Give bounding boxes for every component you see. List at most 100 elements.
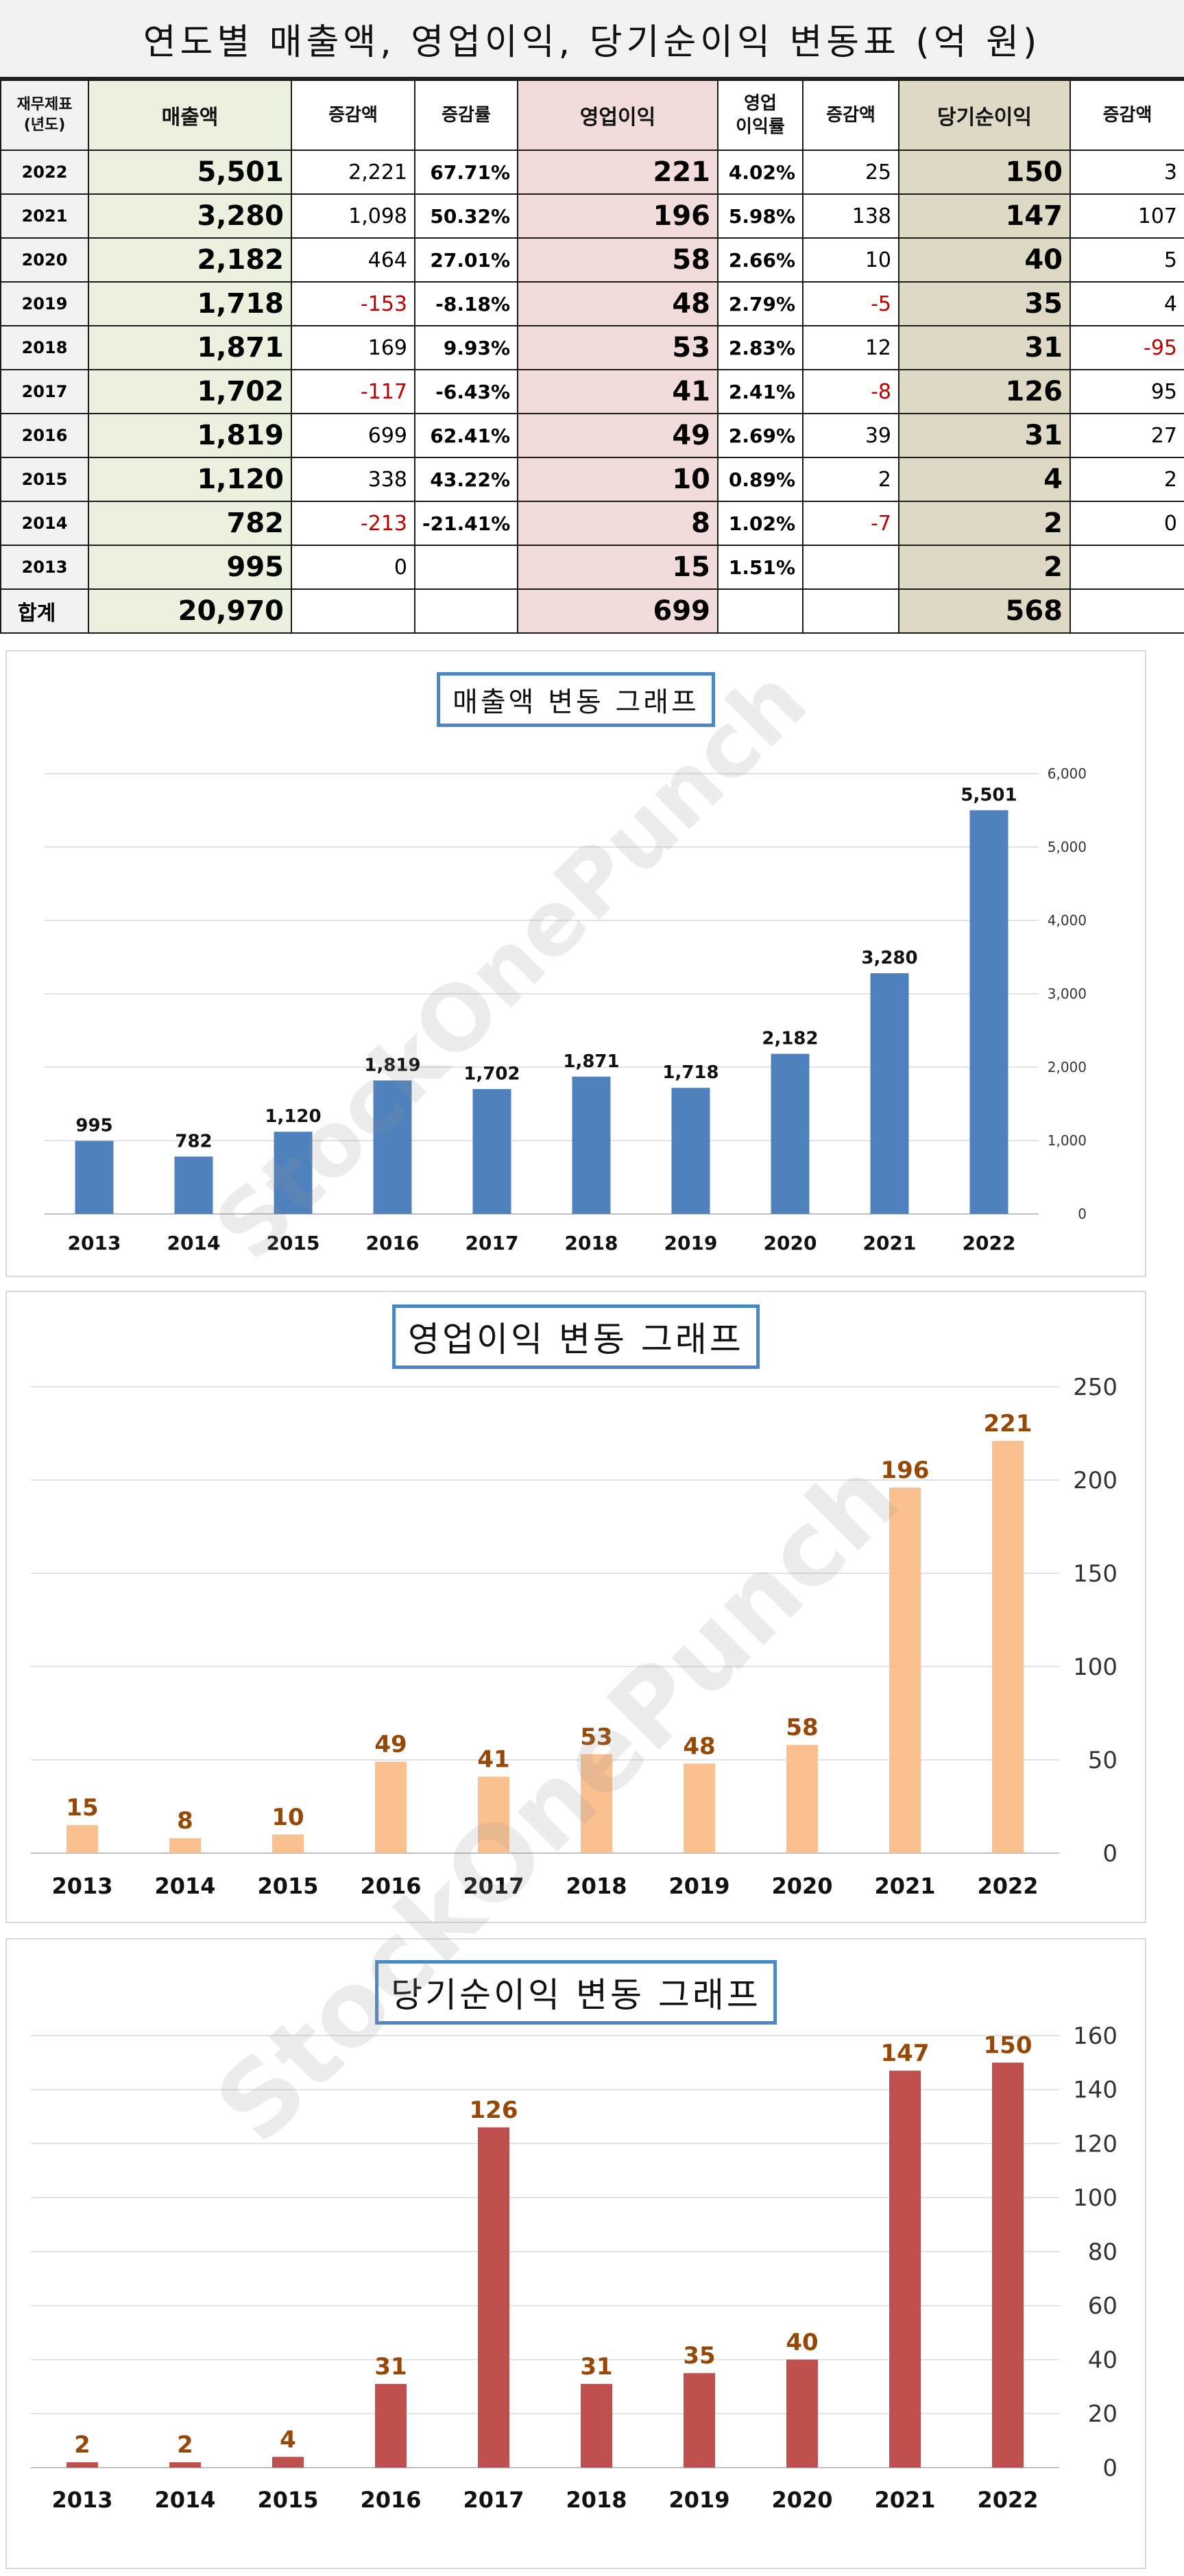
revenue-chart-title: 매출액 변동 그래프 [437, 672, 715, 727]
data-label: 147 [881, 2040, 930, 2067]
net-income-chart-panel: 0 20 40 60 80 100 120 140 160 2 2013 2 2014 4 2015 31 20… [5, 1938, 1146, 2569]
cell-op-change-amt: 138 [802, 193, 899, 239]
table-row: 2013 995 0 15 1.51% 2 [0, 545, 1184, 590]
financial-table: 재무제표 (년도) 매출액 증감액 증감률 영업이익 영업 이익률 증감액 당기… [0, 80, 1184, 634]
op-income-chart-title: 영업이익 변동 그래프 [392, 1304, 760, 1369]
cell-total-op: 699 [517, 588, 718, 634]
bar [375, 2383, 407, 2468]
y-tick-label: 100 [1073, 2184, 1117, 2212]
table-body: 2022 5,501 2,221 67.71% 221 4.02% 25 150 3 2021 3,… [0, 150, 1184, 634]
cell-net-change-amt: 4 [1070, 281, 1184, 326]
x-tick-label: 2014 [167, 1232, 221, 1254]
x-tick-label: 2020 [771, 2487, 832, 2513]
cell-op-income: 15 [517, 545, 718, 590]
bar [272, 1834, 304, 1853]
cell-year: 2019 [0, 281, 89, 326]
x-tick-label: 2020 [771, 1873, 832, 1899]
cell-revenue: 1,819 [88, 413, 292, 458]
y-tick-label: 250 [1073, 1374, 1117, 1401]
header-year-line2: (년도) [23, 117, 66, 134]
cell-rev-change-rate [414, 545, 518, 590]
op-income-chart-panel: 0 50 100 150 200 250 15 2013 8 2014 10 2015 49 2016 41… [5, 1291, 1146, 1923]
data-label: 49 [374, 1731, 407, 1758]
cell-revenue: 5,501 [88, 150, 292, 195]
bar-chart-svg: 0 20 40 60 80 100 120 140 160 2 2013 2 2014 4 2015 31 20… [31, 2023, 1117, 2513]
cell-net-change-amt: 2 [1070, 457, 1184, 502]
cell-net-income: 147 [898, 193, 1071, 239]
cell-net-income: 31 [898, 325, 1071, 370]
x-tick-label: 2014 [154, 1873, 215, 1899]
x-tick-label: 2016 [360, 2487, 421, 2513]
table-row: 2016 1,819 699 62.41% 49 2.69% 39 31 27 [0, 413, 1184, 458]
y-tick-label: 0 [1102, 1840, 1117, 1868]
cell-rev-change-amt: -213 [291, 501, 415, 546]
x-tick-label: 2022 [977, 2487, 1038, 2513]
cell-op-income: 221 [517, 150, 718, 195]
cell-revenue: 1,120 [88, 457, 292, 502]
x-tick-label: 2017 [463, 1873, 524, 1899]
cell-total-net: 568 [898, 588, 1071, 634]
cell-rev-change-rate: 9.93% [414, 325, 518, 370]
x-tick-label: 2019 [668, 1873, 729, 1899]
header-op-margin: 영업 이익률 [717, 80, 804, 151]
bar [684, 2373, 715, 2468]
cell-op-change-amt: -5 [802, 281, 899, 326]
data-label: 31 [374, 2353, 407, 2381]
header-revenue: 매출액 [88, 80, 292, 151]
cell-net-change-amt: 3 [1070, 150, 1184, 195]
table-row: 2019 1,718 -153 -8.18% 48 2.79% -5 35 4 [0, 281, 1184, 326]
y-tick-label: 150 [1073, 1560, 1117, 1588]
cell-rev-change-amt: 0 [291, 545, 415, 590]
cell-net-income: 2 [898, 545, 1071, 590]
cell-op-change-amt: 39 [802, 413, 899, 458]
y-tick-label: 4,000 [1048, 912, 1087, 929]
cell-op-margin: 2.41% [717, 369, 804, 414]
data-label: 8 [177, 1807, 193, 1835]
cell-op-income: 196 [517, 193, 718, 239]
cell-year: 2017 [0, 369, 89, 414]
cell-rev-change-rate: -21.41% [414, 501, 518, 546]
bar-chart-svg: 0 1,000 2,000 3,000 4,000 5,000 6,000 995 2013 78… [45, 765, 1087, 1254]
y-tick-label: 20 [1088, 2400, 1117, 2428]
data-label: 221 [984, 1410, 1032, 1438]
y-tick-label: 0 [1102, 2455, 1117, 2482]
cell-rev-change-rate: 43.22% [414, 457, 518, 502]
cell-revenue: 3,280 [88, 193, 292, 239]
data-label: 126 [470, 2097, 518, 2124]
cell-revenue: 995 [88, 545, 292, 590]
bar [771, 1053, 810, 1214]
cell-year: 2016 [0, 413, 89, 458]
bar [272, 2457, 304, 2468]
cell-op-change-amt: 2 [802, 457, 899, 502]
cell-op-margin: 0.89% [717, 457, 804, 502]
cell-op-income: 49 [517, 413, 718, 458]
bar [870, 973, 909, 1214]
cell-year: 2021 [0, 193, 89, 239]
y-tick-label: 160 [1073, 2023, 1117, 2050]
bar [274, 1132, 313, 1214]
bar [67, 1825, 98, 1853]
cell-net-change-amt: 107 [1070, 193, 1184, 239]
data-label: 53 [580, 1724, 612, 1751]
data-label: 2 [177, 2431, 193, 2459]
y-tick-label: 1,000 [1048, 1132, 1087, 1149]
cell-total-revenue: 20,970 [88, 588, 292, 634]
cell-op-margin: 1.02% [717, 501, 804, 546]
table-total-row: 합계 20,970 699 568 [0, 588, 1184, 634]
y-tick-label: 80 [1088, 2239, 1117, 2266]
cell-rev-change-amt: 1,098 [291, 193, 415, 239]
bar [969, 810, 1008, 1214]
x-tick-label: 2019 [668, 2487, 729, 2513]
cell-net-change-amt: -95 [1070, 325, 1184, 370]
cell-rev-change-rate: 62.41% [414, 413, 518, 458]
cell-op-income: 48 [517, 281, 718, 326]
cell-revenue: 2,182 [88, 237, 292, 283]
y-tick-label: 60 [1088, 2293, 1117, 2320]
cell-op-margin: 2.69% [717, 413, 804, 458]
cell-year: 2020 [0, 237, 89, 283]
cell-net-income: 150 [898, 150, 1071, 195]
y-tick-label: 50 [1088, 1747, 1117, 1774]
data-label: 40 [786, 2329, 818, 2357]
cell-rev-change-rate: 67.71% [414, 150, 518, 195]
table-header-row: 재무제표 (년도) 매출액 증감액 증감률 영업이익 영업 이익률 증감액 당기… [0, 80, 1184, 151]
